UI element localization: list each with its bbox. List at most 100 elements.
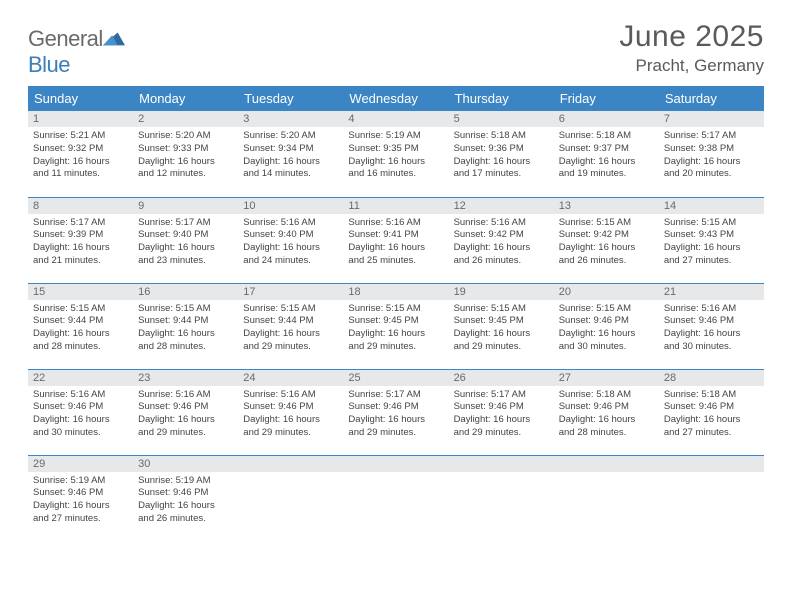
day-details: Sunrise: 5:18 AMSunset: 9:37 PMDaylight:…	[554, 127, 659, 185]
day-number: 15	[28, 284, 133, 300]
daylight-text: and 30 minutes.	[664, 341, 759, 354]
calendar-day-cell: 3Sunrise: 5:20 AMSunset: 9:34 PMDaylight…	[238, 111, 343, 197]
daylight-text: and 28 minutes.	[33, 341, 128, 354]
day-number: 14	[659, 198, 764, 214]
empty-day-bar	[343, 456, 448, 472]
day-details: Sunrise: 5:16 AMSunset: 9:41 PMDaylight:…	[343, 214, 448, 272]
sunset-text: Sunset: 9:33 PM	[138, 143, 233, 156]
daylight-text: Daylight: 16 hours	[348, 242, 443, 255]
sunset-text: Sunset: 9:40 PM	[243, 229, 338, 242]
calendar-day-cell: 1Sunrise: 5:21 AMSunset: 9:32 PMDaylight…	[28, 111, 133, 197]
sunrise-text: Sunrise: 5:20 AM	[243, 130, 338, 143]
daylight-text: and 29 minutes.	[243, 341, 338, 354]
sunset-text: Sunset: 9:46 PM	[138, 401, 233, 414]
day-number: 10	[238, 198, 343, 214]
sunrise-text: Sunrise: 5:16 AM	[348, 217, 443, 230]
weekday-header: Friday	[554, 86, 659, 111]
logo-text: GeneralBlue	[28, 26, 125, 78]
weekday-header: Wednesday	[343, 86, 448, 111]
day-details: Sunrise: 5:15 AMSunset: 9:42 PMDaylight:…	[554, 214, 659, 272]
day-details: Sunrise: 5:17 AMSunset: 9:38 PMDaylight:…	[659, 127, 764, 185]
sunrise-text: Sunrise: 5:16 AM	[33, 389, 128, 402]
calendar-day-cell: 13Sunrise: 5:15 AMSunset: 9:42 PMDayligh…	[554, 197, 659, 283]
daylight-text: and 29 minutes.	[454, 427, 549, 440]
sunrise-text: Sunrise: 5:15 AM	[559, 217, 654, 230]
calendar-day-cell: 23Sunrise: 5:16 AMSunset: 9:46 PMDayligh…	[133, 369, 238, 455]
daylight-text: and 29 minutes.	[243, 427, 338, 440]
calendar-day-cell: 5Sunrise: 5:18 AMSunset: 9:36 PMDaylight…	[449, 111, 554, 197]
calendar-day-cell: 6Sunrise: 5:18 AMSunset: 9:37 PMDaylight…	[554, 111, 659, 197]
calendar-day-cell: 8Sunrise: 5:17 AMSunset: 9:39 PMDaylight…	[28, 197, 133, 283]
sunset-text: Sunset: 9:46 PM	[454, 401, 549, 414]
daylight-text: and 27 minutes.	[664, 427, 759, 440]
sunset-text: Sunset: 9:46 PM	[33, 401, 128, 414]
sunrise-text: Sunrise: 5:18 AM	[664, 389, 759, 402]
weekday-header-row: Sunday Monday Tuesday Wednesday Thursday…	[28, 86, 764, 111]
calendar-table: Sunday Monday Tuesday Wednesday Thursday…	[28, 86, 764, 541]
sunset-text: Sunset: 9:35 PM	[348, 143, 443, 156]
sunrise-text: Sunrise: 5:15 AM	[138, 303, 233, 316]
month-title: June 2025	[619, 20, 764, 54]
calendar-day-cell	[554, 455, 659, 541]
daylight-text: Daylight: 16 hours	[454, 414, 549, 427]
calendar-day-cell: 30Sunrise: 5:19 AMSunset: 9:46 PMDayligh…	[133, 455, 238, 541]
daylight-text: Daylight: 16 hours	[243, 242, 338, 255]
daylight-text: Daylight: 16 hours	[138, 156, 233, 169]
calendar-day-cell: 16Sunrise: 5:15 AMSunset: 9:44 PMDayligh…	[133, 283, 238, 369]
daylight-text: and 24 minutes.	[243, 255, 338, 268]
day-details: Sunrise: 5:16 AMSunset: 9:46 PMDaylight:…	[238, 386, 343, 444]
day-details: Sunrise: 5:17 AMSunset: 9:46 PMDaylight:…	[343, 386, 448, 444]
day-details: Sunrise: 5:16 AMSunset: 9:46 PMDaylight:…	[133, 386, 238, 444]
day-details: Sunrise: 5:16 AMSunset: 9:42 PMDaylight:…	[449, 214, 554, 272]
day-details: Sunrise: 5:15 AMSunset: 9:46 PMDaylight:…	[554, 300, 659, 358]
title-block: June 2025 Pracht, Germany	[619, 20, 764, 76]
sunset-text: Sunset: 9:42 PM	[559, 229, 654, 242]
day-number: 23	[133, 370, 238, 386]
daylight-text: Daylight: 16 hours	[33, 328, 128, 341]
sunrise-text: Sunrise: 5:15 AM	[348, 303, 443, 316]
calendar-day-cell: 28Sunrise: 5:18 AMSunset: 9:46 PMDayligh…	[659, 369, 764, 455]
day-number: 13	[554, 198, 659, 214]
calendar-day-cell: 22Sunrise: 5:16 AMSunset: 9:46 PMDayligh…	[28, 369, 133, 455]
day-details: Sunrise: 5:16 AMSunset: 9:40 PMDaylight:…	[238, 214, 343, 272]
calendar-day-cell: 20Sunrise: 5:15 AMSunset: 9:46 PMDayligh…	[554, 283, 659, 369]
sunset-text: Sunset: 9:45 PM	[348, 315, 443, 328]
sunset-text: Sunset: 9:46 PM	[664, 401, 759, 414]
day-number: 5	[449, 111, 554, 127]
logo-word2: Blue	[28, 52, 70, 77]
day-number: 30	[133, 456, 238, 472]
daylight-text: Daylight: 16 hours	[559, 414, 654, 427]
daylight-text: Daylight: 16 hours	[559, 328, 654, 341]
sunset-text: Sunset: 9:45 PM	[454, 315, 549, 328]
day-details: Sunrise: 5:18 AMSunset: 9:46 PMDaylight:…	[659, 386, 764, 444]
daylight-text: and 30 minutes.	[33, 427, 128, 440]
calendar-day-cell: 12Sunrise: 5:16 AMSunset: 9:42 PMDayligh…	[449, 197, 554, 283]
calendar-day-cell: 11Sunrise: 5:16 AMSunset: 9:41 PMDayligh…	[343, 197, 448, 283]
daylight-text: Daylight: 16 hours	[33, 156, 128, 169]
empty-day-bar	[238, 456, 343, 472]
daylight-text: and 21 minutes.	[33, 255, 128, 268]
daylight-text: and 12 minutes.	[138, 168, 233, 181]
day-number: 26	[449, 370, 554, 386]
day-number: 19	[449, 284, 554, 300]
sunset-text: Sunset: 9:46 PM	[138, 487, 233, 500]
day-details: Sunrise: 5:15 AMSunset: 9:44 PMDaylight:…	[238, 300, 343, 358]
sunrise-text: Sunrise: 5:20 AM	[138, 130, 233, 143]
sunrise-text: Sunrise: 5:17 AM	[664, 130, 759, 143]
day-number: 12	[449, 198, 554, 214]
day-details: Sunrise: 5:20 AMSunset: 9:34 PMDaylight:…	[238, 127, 343, 185]
daylight-text: and 27 minutes.	[33, 513, 128, 526]
day-details: Sunrise: 5:15 AMSunset: 9:44 PMDaylight:…	[28, 300, 133, 358]
daylight-text: and 16 minutes.	[348, 168, 443, 181]
day-number: 29	[28, 456, 133, 472]
daylight-text: Daylight: 16 hours	[348, 156, 443, 169]
day-number: 17	[238, 284, 343, 300]
logo-triangle-icon	[103, 30, 125, 46]
day-number: 6	[554, 111, 659, 127]
daylight-text: Daylight: 16 hours	[138, 242, 233, 255]
daylight-text: and 26 minutes.	[138, 513, 233, 526]
day-details: Sunrise: 5:18 AMSunset: 9:46 PMDaylight:…	[554, 386, 659, 444]
calendar-day-cell: 29Sunrise: 5:19 AMSunset: 9:46 PMDayligh…	[28, 455, 133, 541]
daylight-text: Daylight: 16 hours	[243, 156, 338, 169]
daylight-text: Daylight: 16 hours	[33, 500, 128, 513]
